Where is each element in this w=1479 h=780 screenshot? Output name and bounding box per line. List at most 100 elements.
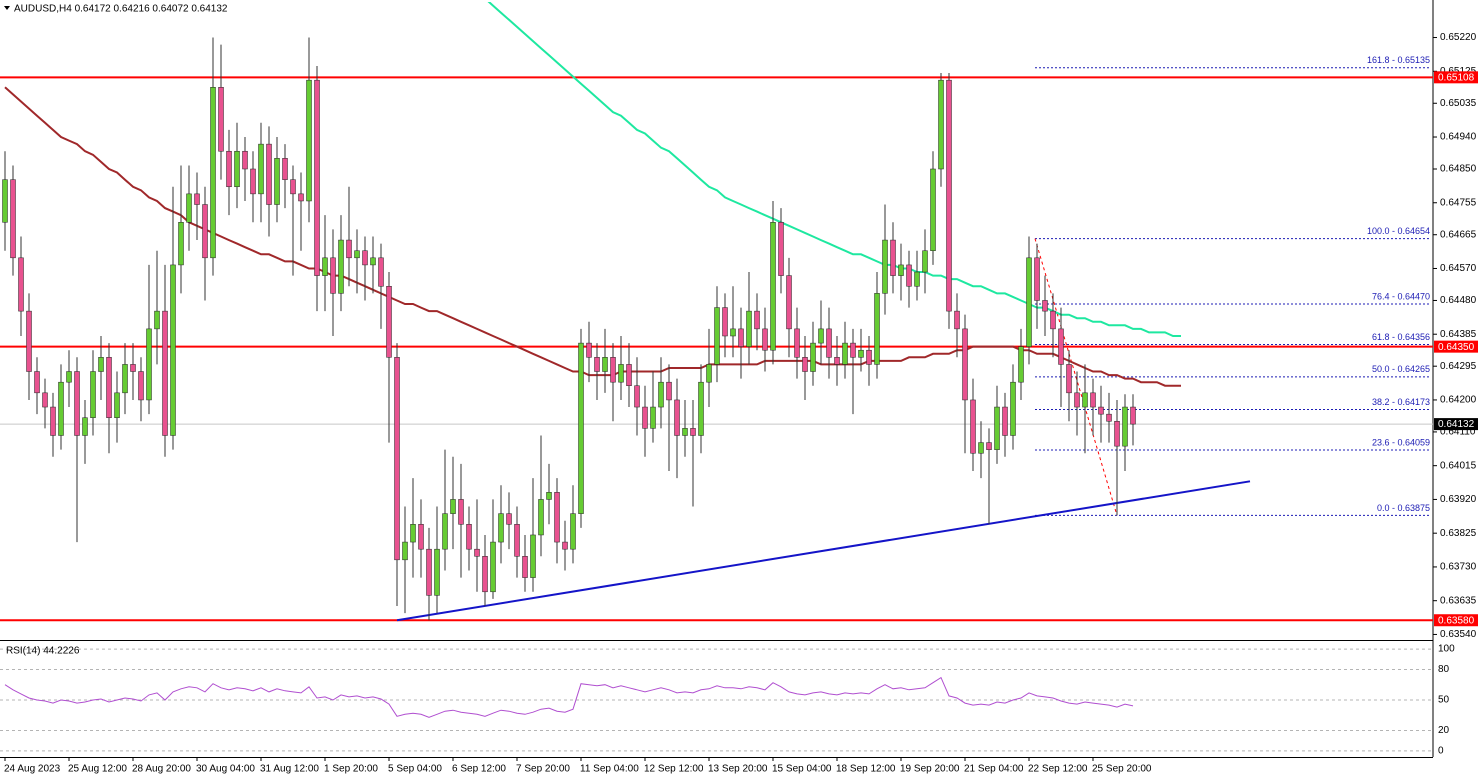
candle-body [314,79,320,276]
candle-body [58,381,64,436]
candle-body [450,499,456,514]
candle-body [642,406,648,429]
symbol-header: AUDUSD,H4 0.64172 0.64216 0.64072 0.6413… [14,4,228,15]
candle-body [354,250,360,259]
candle-body [546,492,552,500]
candle-body [1130,406,1136,425]
x-tick-label: 11 Sep 04:00 [580,764,639,775]
overlay: 0.652200.651250.650350.649400.648500.647… [4,32,1478,775]
candle-body [242,150,248,170]
candle-body [418,524,424,550]
candle-body [994,406,1000,450]
candle-body [882,239,888,294]
price-label: 0.63580 [1438,615,1475,626]
candle-body [106,357,112,418]
candle-body [82,417,88,436]
candle-body [754,310,760,330]
candle-body [962,328,968,401]
candle-body [162,310,168,436]
x-tick-label: 24 Aug 2023 [4,764,61,775]
candle-body [1010,381,1016,436]
y-tick-label: 0.63920 [1440,494,1477,505]
y-tick-label: 0.64570 [1440,263,1477,274]
candle-body [346,239,352,259]
y-tick-label: 0.63540 [1440,629,1477,640]
candle-body [778,222,784,276]
candle-body [466,524,472,550]
candle-body [634,385,640,408]
price-label-box [1434,418,1478,431]
candle-body [18,257,24,312]
y-tick-label: 0.64110 [1440,427,1476,438]
price-label-box [1434,71,1478,84]
x-tick-label: 12 Sep 12:00 [644,764,704,775]
candle-body [1002,406,1008,436]
fib-label: 61.8 - 0.64356 [1372,332,1430,342]
candle-body [234,150,240,188]
candle-body [298,193,304,202]
candle-body [26,310,32,372]
x-tick-label: 25 Sep 20:00 [1092,764,1152,775]
candle-body [458,499,464,525]
candle-body [1090,392,1096,408]
candle-body [706,364,712,383]
candle-body [394,357,400,561]
candle-body [1074,392,1080,408]
candle-body [978,442,984,454]
candle-body [362,250,368,266]
candle-body [858,349,864,358]
candle-body [122,364,128,394]
candle-body [370,257,376,266]
candle-body [890,239,896,276]
candle-body [498,513,504,543]
x-tick-label: 28 Aug 20:00 [132,764,191,775]
candle-body [90,371,96,418]
y-tick-label: 0.65035 [1440,98,1477,109]
price-label-box [1434,614,1478,627]
candle-body [514,524,520,557]
candle-body [186,193,192,223]
price-label-box [1434,340,1478,353]
fib-label: 0.0 - 0.63875 [1377,503,1430,513]
candle-body [1122,406,1128,447]
fib-label: 76.4 - 0.64470 [1372,291,1430,301]
candle-body [738,328,744,347]
candle-body [586,342,592,358]
price-label: 0.64132 [1438,419,1475,430]
y-tick-label: 0.64385 [1440,329,1477,340]
x-tick-label: 21 Sep 04:00 [964,764,1024,775]
x-tick-label: 25 Aug 12:00 [68,764,127,775]
candle-body [850,342,856,358]
candle-body [922,250,928,273]
candle-body [538,499,544,536]
candle-body [522,556,528,578]
candle-body [130,364,136,372]
x-tick-label: 30 Aug 04:00 [196,764,255,775]
moving-average [4,86,1181,387]
y-tick-label: 0.65220 [1440,32,1477,43]
candle-body [322,257,328,276]
candle-body [682,428,688,436]
candle-body [794,328,800,358]
candle-body [226,150,232,188]
y-tick-label: 0.63730 [1440,562,1477,573]
candle-body [1050,310,1056,330]
y-tick-label: 0.64295 [1440,361,1477,372]
candle-body [714,307,720,365]
candle-body [426,548,432,596]
x-tick-label: 31 Aug 12:00 [260,764,319,775]
candle-body [274,158,280,205]
rsi-tick-label: 50 [1438,695,1450,706]
candle-body [202,204,208,259]
rsi-tick-label: 20 [1438,725,1450,736]
candle-body [554,492,560,543]
candle-body [970,399,976,454]
candle-body [746,310,752,347]
candle-body [250,168,256,195]
candle-body [266,143,272,205]
x-tick-label: 1 Sep 20:00 [324,764,378,775]
moving-average [487,2,1181,337]
candle-body [170,264,176,436]
candle-body [802,357,808,372]
